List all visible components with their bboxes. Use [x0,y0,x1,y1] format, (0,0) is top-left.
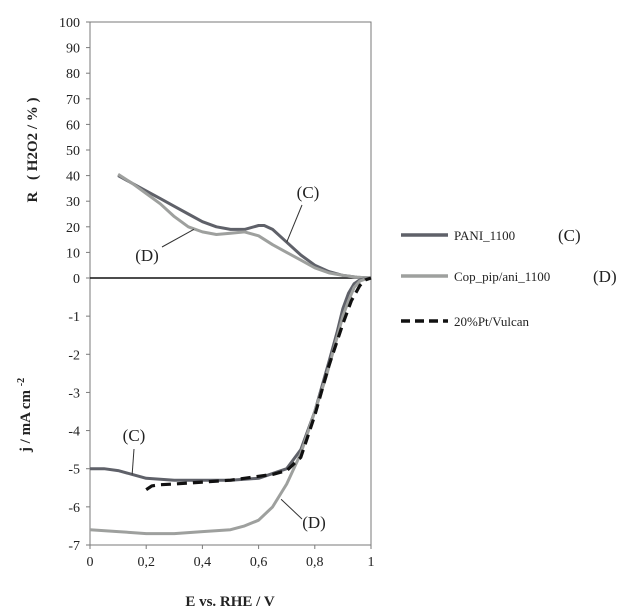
series-layer [89,173,372,536]
bottom-y-axis-title-sup: -2 [16,378,27,386]
annotation-leader [161,228,195,248]
top-y-ticks: 0 10 20 30 40 50 60 70 80 90 100 [59,16,90,287]
bottom-y-ticks: -1 -2 -3 -4 -5 -6 -7 [68,310,90,554]
series-line-bottom-cop-pip-ani-1100 [89,276,372,536]
series-line-bottom-pani-1100 [90,276,372,482]
bottom-y-tick-label: -4 [68,425,80,440]
top-y-tick-label: 80 [66,67,80,82]
series-line-bottom-20-pt-vulcan [145,276,372,492]
bottom-y-tick-label: -1 [68,310,80,325]
legend: PANI_1100 (C) Cop_pip/ani_1100 (D) 20%Pt/Vul… [401,226,617,329]
bottom-y-axis-title-main: j / mA cm [18,390,34,454]
legend-tag: (C) [558,226,581,245]
x-ticks: 0 0,2 0,4 0,6 0,8 1 [87,545,375,570]
top-y-tick-label: 50 [66,144,80,159]
legend-label: 20%Pt/Vulcan [454,314,530,329]
top-y-tick-label: 30 [66,195,80,210]
top-y-tick-label: 0 [73,272,80,287]
x-tick-label: 0,4 [194,555,212,570]
x-tick-label: 1 [368,555,375,570]
x-tick-label: 0 [87,555,94,570]
annotation-leader [286,204,303,243]
bottom-y-tick-label: -5 [68,463,80,478]
annotation-label: (C) [123,426,146,445]
x-tick-label: 0,6 [250,555,268,570]
x-axis-title: E vs. RHE / V [185,594,274,610]
annotation-leader [131,448,135,475]
bottom-y-axis-title: j / mA cm -2 [16,378,34,453]
bottom-y-tick-label: -7 [68,539,80,554]
x-tick-label: 0,8 [306,555,324,570]
legend-label: Cop_pip/ani_1100 [454,269,550,284]
top-y-axis-title-main: R [25,192,41,203]
top-y-tick-label: 60 [66,118,80,133]
bottom-y-tick-label: -6 [68,501,80,516]
annotation-label: (C) [297,183,320,202]
annotation-label: (D) [302,513,326,532]
x-tick-label: 0,2 [137,555,155,570]
legend-tag: (D) [593,267,617,286]
annotation-leader [280,498,303,520]
top-y-tick-label: 70 [66,93,80,108]
annotation-layer: (C) (D) (C) (D) [123,183,326,532]
top-y-tick-label: 20 [66,221,80,236]
legend-label: PANI_1100 [454,228,515,243]
top-y-axis-title: R ( H2O2 / % ) [25,97,41,202]
top-y-tick-label: 40 [66,170,80,185]
bottom-y-tick-label: -3 [68,386,80,401]
top-y-axis-title-paren: ( H2O2 / % ) [25,97,41,180]
top-y-tick-label: 10 [66,246,80,261]
top-y-tick-label: 100 [59,16,80,31]
annotation-label: (D) [135,246,159,265]
series-line-top-cop-pip-ani-1100 [117,173,372,280]
bottom-y-tick-label: -2 [68,348,80,363]
top-y-tick-label: 90 [66,42,80,57]
plot-frame [89,21,372,546]
